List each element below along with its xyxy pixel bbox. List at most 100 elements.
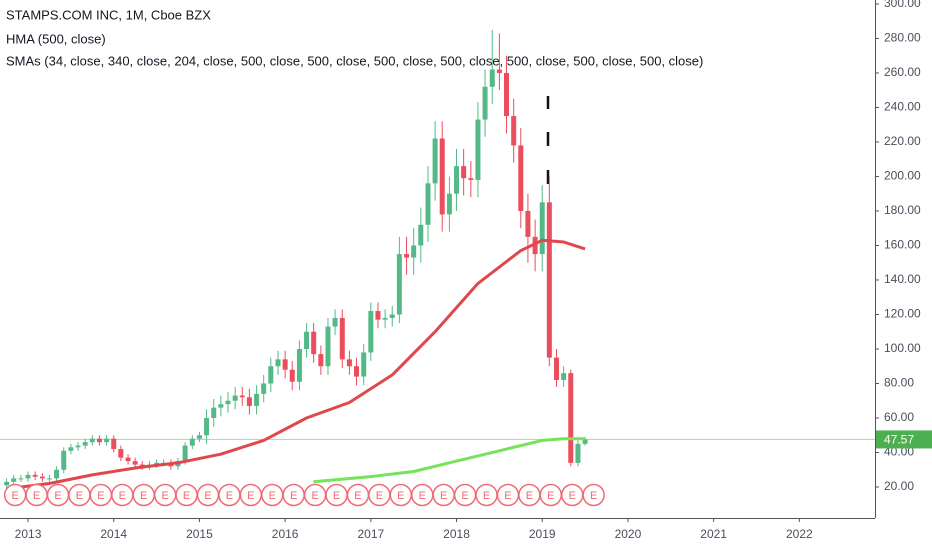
earnings-label: E [54, 490, 61, 502]
candle-body [454, 166, 460, 194]
earnings-label: E [397, 490, 404, 502]
candle-body [432, 138, 438, 184]
y-tick-label: 140.00 [884, 272, 921, 286]
earnings-label: E [590, 490, 597, 502]
y-tick-label: 20.00 [884, 479, 914, 493]
candle-body [475, 119, 481, 180]
candle-body [211, 407, 217, 418]
candle-body [111, 438, 117, 450]
y-tick-label: 240.00 [884, 100, 921, 114]
candle-body [218, 404, 224, 408]
candle-body [11, 478, 17, 482]
candle-body [354, 366, 360, 377]
x-tick-label: 2017 [357, 527, 384, 541]
candle-body [304, 331, 310, 349]
earnings-label: E [140, 490, 147, 502]
earnings-label: E [569, 490, 576, 502]
candle-body [382, 317, 388, 320]
earnings-label: E [204, 490, 211, 502]
earnings-label: E [440, 490, 447, 502]
candle-body [346, 359, 352, 367]
earnings-label: E [354, 490, 361, 502]
candle-body [561, 373, 567, 381]
y-tick-label: 80.00 [884, 376, 914, 390]
candle-body [118, 449, 124, 458]
candle-body [389, 314, 395, 318]
candle-body [68, 447, 74, 451]
x-tick-label: 2016 [272, 527, 299, 541]
price-label: 47.57 [884, 433, 914, 447]
candle-body [289, 369, 295, 382]
moving-average-line [313, 437, 586, 484]
earnings-label: E [247, 490, 254, 502]
y-tick-label: 160.00 [884, 238, 921, 252]
candle-body [368, 311, 374, 353]
candle-body [396, 254, 402, 315]
candle-body [318, 354, 324, 367]
candle-body [568, 373, 574, 463]
candle-body [418, 224, 424, 246]
candle-body [125, 457, 131, 462]
candle-body [375, 311, 381, 320]
earnings-label: E [97, 490, 104, 502]
candle-body [496, 69, 502, 73]
candle-body [139, 464, 145, 467]
candle-body [96, 438, 102, 443]
x-tick-label: 2018 [443, 527, 470, 541]
candle-body [446, 193, 452, 215]
earnings-label: E [161, 490, 168, 502]
y-tick-label: 60.00 [884, 410, 914, 424]
earnings-label: E [290, 490, 297, 502]
y-tick-label: 200.00 [884, 169, 921, 183]
candle-body [275, 359, 281, 367]
candle-body [232, 395, 238, 401]
candle-body [39, 476, 45, 479]
y-tick-label: 220.00 [884, 134, 921, 148]
candle-body [61, 450, 67, 470]
earnings-label: E [333, 490, 340, 502]
earnings-label: E [483, 490, 490, 502]
earnings-label: E [33, 490, 40, 502]
candle-body [482, 86, 488, 120]
candle-body [254, 393, 260, 406]
candle-body [582, 439, 588, 444]
candle-body [511, 116, 517, 146]
candle-body [525, 210, 531, 237]
x-tick-label: 2019 [529, 527, 556, 541]
earnings-label: E [226, 490, 233, 502]
candle-body [461, 166, 467, 179]
x-tick-label: 2021 [700, 527, 727, 541]
earnings-label: E [376, 490, 383, 502]
y-tick-label: 300.00 [884, 0, 921, 10]
y-tick-label: 120.00 [884, 307, 921, 321]
candle-body [311, 331, 317, 355]
x-tick-label: 2013 [15, 527, 42, 541]
chart-title: STAMPS.COM INC, 1M, Cboe BZX [6, 7, 211, 22]
candle-body [411, 245, 417, 258]
candle-body [104, 438, 110, 443]
candle-body [532, 236, 538, 255]
candle-body [89, 438, 95, 443]
earnings-label: E [183, 490, 190, 502]
candle-body [339, 317, 345, 360]
candle-body [296, 348, 302, 382]
candle-body [46, 478, 52, 480]
legend-entry: SMAs (34, close, 340, close, 204, close,… [6, 53, 703, 68]
y-tick-label: 280.00 [884, 31, 921, 45]
candle-body [154, 462, 160, 465]
x-tick-label: 2015 [186, 527, 213, 541]
candle-body [439, 138, 445, 215]
x-tick-label: 2014 [100, 527, 127, 541]
candle-body [189, 438, 195, 446]
earnings-label: E [504, 490, 511, 502]
candle-body [246, 397, 252, 406]
candle-body [539, 202, 545, 255]
candle-body [332, 317, 338, 327]
y-tick-label: 260.00 [884, 65, 921, 79]
earnings-label: E [526, 490, 533, 502]
y-tick-label: 180.00 [884, 203, 921, 217]
earnings-label: E [461, 490, 468, 502]
earnings-label: E [11, 490, 18, 502]
candle-body [404, 254, 410, 258]
